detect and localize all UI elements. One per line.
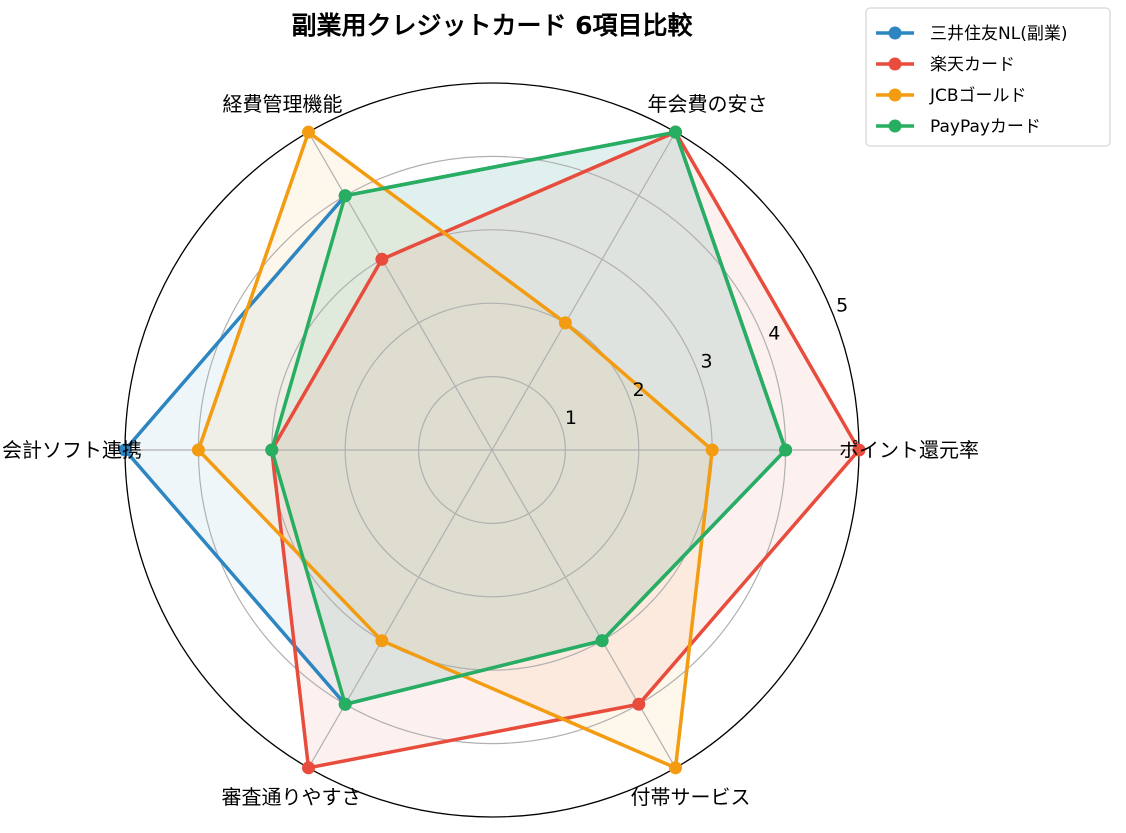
axis-label: 経費管理機能 [223,92,343,116]
r-tick-label: 2 [633,379,645,401]
legend-marker [888,57,902,71]
axis-label: 年会費の安さ [648,92,768,116]
spoke-line [307,449,493,769]
r-tick-label: 5 [836,295,848,317]
data-point [265,443,279,457]
r-tick-label: 3 [700,351,712,373]
r-tick-label: 1 [565,407,577,429]
data-point [558,316,572,330]
legend-label: 三井住友NL(副業) [930,24,1067,44]
series-fill [125,132,786,705]
data-point [302,125,315,139]
legend-box [865,7,1111,147]
r-tick-labels: 1 2 3 4 5 [565,295,848,429]
data-point [632,697,646,711]
data-point [375,634,389,648]
series-lines [118,125,866,775]
data-point [118,443,132,457]
data-point [669,761,682,775]
data-point [375,252,389,266]
legend-marker [888,119,902,133]
data-point [852,443,866,457]
data-point [302,761,315,775]
data-point [705,443,719,457]
data-point [191,443,205,457]
r-tick-label: 4 [768,323,780,345]
series-fill [271,132,786,705]
chart-title: 副業用クレジットカード 6項目比較 [291,11,693,40]
spoke-line [307,131,493,451]
data-point [595,634,609,648]
legend-label: PayPayカード [930,117,1041,137]
legend-label: 楽天カード [930,55,1015,75]
data-point [669,125,682,139]
axis-label: ポイント還元率 [839,438,979,462]
axis-label: 付帯サービス [631,785,751,809]
data-point [338,189,352,203]
legend-marker [888,26,902,40]
legend: 三井住友NL(副業) 楽天カード JCBゴールド PayPayカード [865,7,1111,147]
legend-marker [888,88,902,102]
data-point [779,443,793,457]
legend-label: JCBゴールド [929,85,1027,106]
axis-label: 審査通りやすさ [222,785,362,809]
axis-label: 会計ソフト連携 [2,438,142,462]
spoke-line [491,449,677,769]
spoke-line [491,131,677,451]
data-point [338,697,352,711]
